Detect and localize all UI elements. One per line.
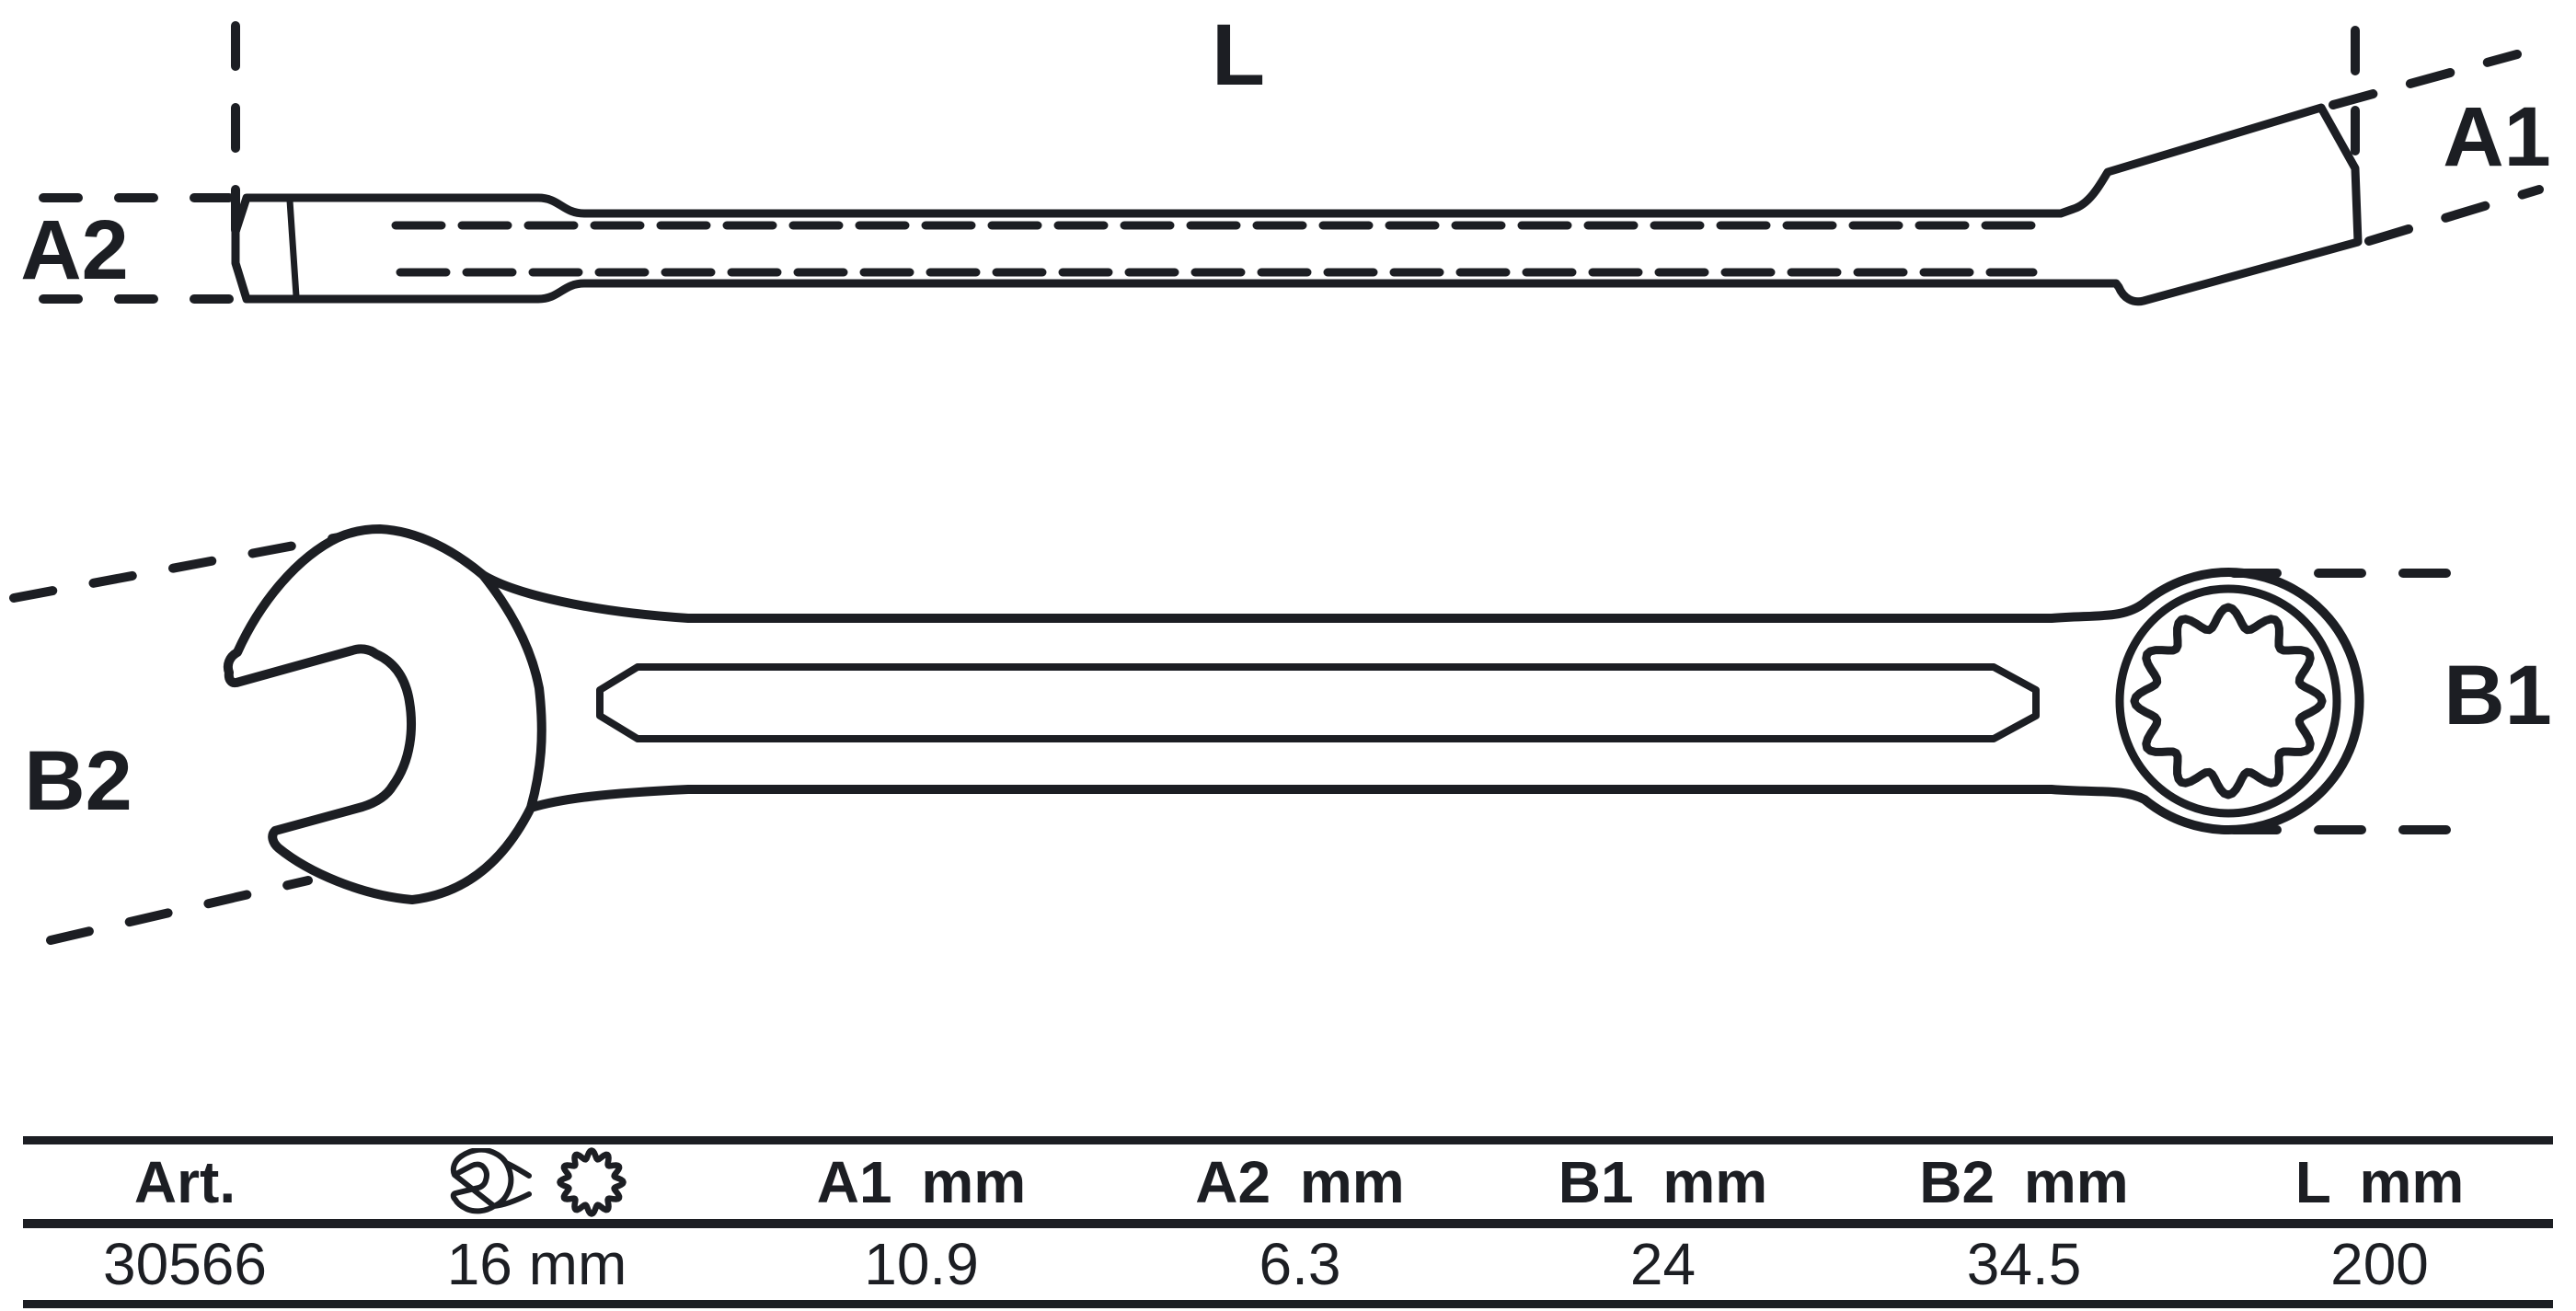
ring-12pt-icon	[556, 1146, 627, 1217]
label-b2: B2	[24, 734, 132, 828]
ring-12pt-hole	[2130, 603, 2327, 799]
header-art: Art.	[133, 1148, 236, 1215]
cell-b1: 24	[1629, 1231, 1696, 1297]
header-a2: A2 mm	[1195, 1148, 1405, 1215]
label-b1: B1	[2444, 649, 2552, 742]
header-size-icons	[347, 1146, 727, 1218]
header-l: L mm	[2294, 1148, 2465, 1215]
front-view-outline	[223, 524, 2364, 904]
open-end-wrench-icon	[450, 1148, 532, 1214]
b2-extension-line-top	[9, 533, 343, 603]
side-view	[39, 21, 2544, 306]
cell-a2: 6.3	[1259, 1231, 1341, 1297]
cell-a1: 10.9	[864, 1231, 979, 1297]
header-a1: A1 mm	[816, 1148, 1027, 1215]
header-b2: B2 mm	[1919, 1148, 2129, 1215]
side-view-bevel-line	[286, 197, 300, 300]
a1-extension-line-top	[2329, 50, 2522, 109]
cell-l: 200	[2330, 1231, 2429, 1297]
header-b1: B1 mm	[1558, 1148, 1768, 1215]
front-view	[9, 524, 2452, 945]
cell-size: 16 mm	[446, 1231, 627, 1297]
label-a2: A2	[20, 203, 129, 297]
shaft-panel-outline	[596, 663, 2040, 742]
spec-table: Art. A1 mm A2 mm B1 mm B2 mm L mm 30566 …	[23, 1136, 2553, 1308]
side-view-outline	[231, 103, 2363, 306]
front-view-head-edge-line	[478, 570, 546, 812]
label-length-L: L	[1212, 6, 1265, 104]
ring-inner-rim	[2115, 584, 2341, 818]
spec-table-data-row: 30566 16 mm 10.9 6.3 24 34.5 200	[23, 1228, 2553, 1300]
b2-extension-line-bottom	[46, 876, 313, 945]
label-a1: A1	[2443, 90, 2551, 184]
cell-b2: 34.5	[1966, 1231, 2082, 1297]
cell-art-no: 30566	[103, 1231, 267, 1297]
a1-extension-line-bottom	[2364, 185, 2544, 246]
spec-table-header-row: Art. A1 mm A2 mm B1 mm B2 mm L mm	[23, 1144, 2553, 1228]
